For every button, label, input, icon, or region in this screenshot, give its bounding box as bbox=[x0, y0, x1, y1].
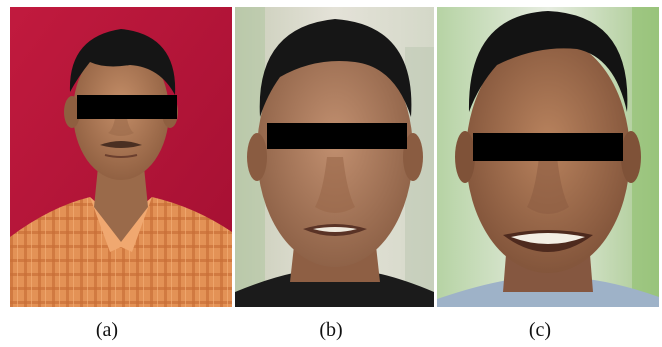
censor-bar bbox=[473, 133, 623, 161]
portrait-image-a bbox=[10, 7, 232, 307]
caption-a: (a) bbox=[95, 319, 119, 341]
portrait-image-c bbox=[437, 7, 659, 307]
photo-panel-b bbox=[235, 7, 434, 307]
photo-panel-c bbox=[437, 7, 659, 307]
censor-bar bbox=[77, 95, 177, 119]
caption-b: (b) bbox=[319, 319, 343, 341]
censor-bar bbox=[267, 123, 407, 149]
photo-panel-a bbox=[10, 7, 232, 307]
portrait-image-b bbox=[235, 7, 434, 307]
caption-c: (c) bbox=[528, 319, 552, 341]
